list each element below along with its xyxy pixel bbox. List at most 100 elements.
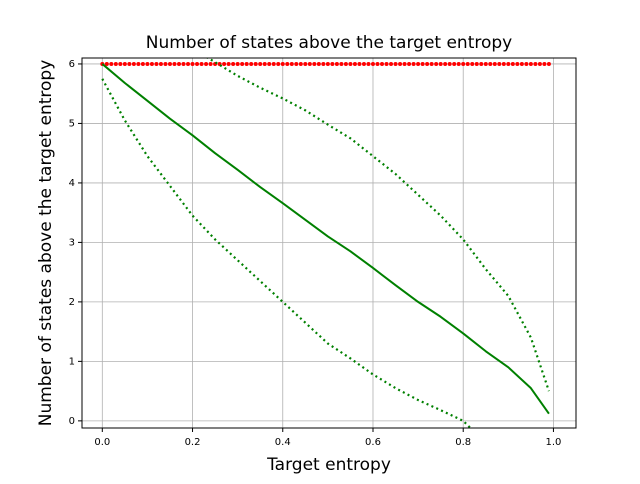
point [537,61,542,66]
point [167,61,172,66]
line [101,63,550,415]
point [172,61,177,66]
y-tick-label: 3 [69,237,75,248]
point [330,61,335,66]
point [443,61,448,66]
point [244,61,249,66]
point [109,61,114,66]
x-tick-label: 0.2 [185,437,201,448]
point [176,61,181,66]
point [429,61,434,66]
y-axis-label: Number of states above the target entrop… [36,60,56,427]
point [258,61,263,66]
point [465,61,470,66]
point [280,61,285,66]
point [506,61,511,66]
point [380,61,385,66]
point [271,61,276,66]
point [113,61,118,66]
point [501,61,506,66]
point [524,61,529,66]
point [235,61,240,66]
point [154,61,159,66]
point [425,61,430,66]
point [303,61,308,66]
x-tick-label: 1.0 [545,437,561,448]
point [452,61,457,66]
point [334,61,339,66]
point [434,61,439,66]
point [398,61,403,66]
point [294,61,299,66]
point [402,61,407,66]
point [510,61,515,66]
point [312,61,317,66]
chart-title: Number of states above the target entrop… [146,33,513,53]
point [199,61,204,66]
point [420,61,425,66]
point [190,61,195,66]
point [389,61,394,66]
point [546,61,551,66]
x-axis-label: Target entropy [266,455,391,475]
point [122,61,127,66]
point [149,61,154,66]
ticks: 0.0 0.2 0.4 0.6 0.8 1.0 0 1 2 3 4 5 6 [69,59,562,448]
x-tick-label: 0.0 [94,437,110,448]
x-tick-label: 0.6 [365,437,381,448]
point [447,61,452,66]
point [163,61,168,66]
point [325,61,330,66]
point [456,61,461,66]
line [101,78,473,428]
plot-area [100,58,551,428]
point [208,61,213,66]
point [267,61,272,66]
line [205,58,550,392]
point [533,61,538,66]
point [307,61,312,66]
point [492,61,497,66]
point [366,61,371,66]
point [222,61,227,66]
point [285,61,290,66]
point [104,61,109,66]
point [226,61,231,66]
point [370,61,375,66]
x-tick-label: 0.8 [455,437,471,448]
point [186,61,191,66]
point [528,61,533,66]
point [361,61,366,66]
y-tick-label: 1 [69,356,75,367]
point [438,61,443,66]
point [352,61,357,66]
point [195,61,200,66]
point [470,61,475,66]
point [298,61,303,66]
point [316,61,321,66]
point [181,61,186,66]
point [542,61,547,66]
point [497,61,502,66]
point [140,61,145,66]
point [416,61,421,66]
point [118,61,123,66]
point [240,61,245,66]
point [136,61,141,66]
y-tick-label: 5 [69,118,75,129]
point [321,61,326,66]
point [127,61,132,66]
axes-frame [81,57,577,429]
point [411,61,416,66]
y-tick-label: 0 [69,416,75,427]
point [249,61,254,66]
point [343,61,348,66]
point [145,61,150,66]
x-tick-label: 0.4 [275,437,291,448]
point [276,61,281,66]
point [474,61,479,66]
point [204,61,209,66]
point [393,61,398,66]
